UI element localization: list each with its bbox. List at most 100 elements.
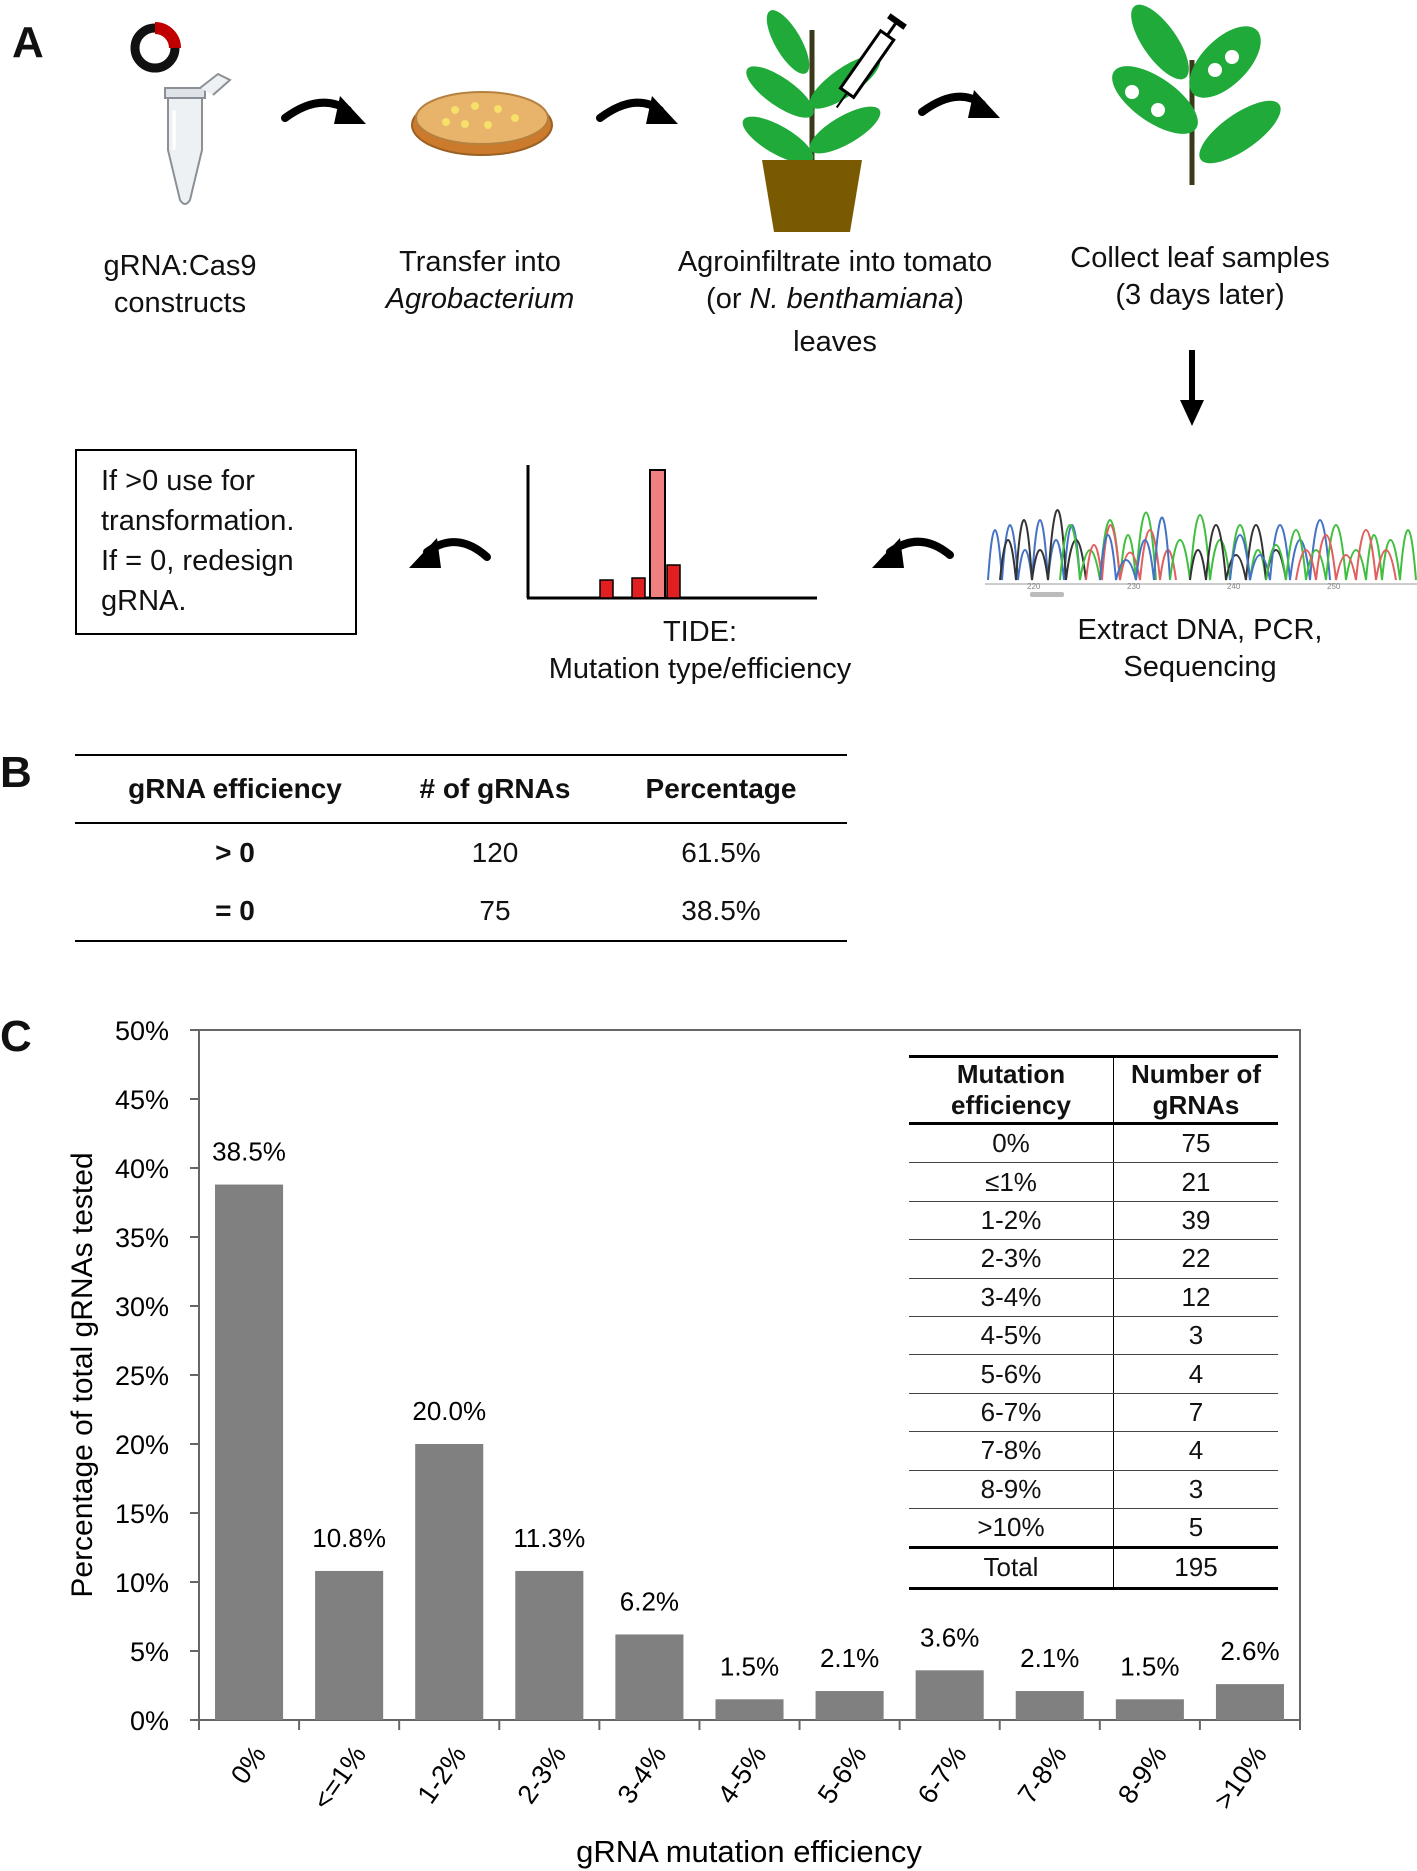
y-tick-label: 35% [115, 1223, 169, 1253]
table-row: 4-5% 3 [909, 1316, 1278, 1356]
table-cell: 61.5% [681, 837, 761, 868]
step-caption-agrobacterium: Transfer into Agrobacterium [370, 244, 590, 318]
y-tick-label: 45% [115, 1085, 169, 1115]
inset-cell: 3-4% [909, 1278, 1114, 1317]
y-tick-label: 50% [115, 1016, 169, 1046]
x-tick-label: 1-2% [411, 1740, 472, 1809]
inset-cell: 4 [1113, 1354, 1278, 1394]
decision-line: gRNA. [101, 585, 187, 617]
table-row: ≤1% 21 [909, 1162, 1278, 1202]
step-caption-agroinfiltrate: Agroinfiltrate into tomato (or N. bentha… [655, 244, 1015, 361]
x-tick-label: 5-6% [812, 1740, 873, 1809]
inset-header-line: Mutation [956, 1059, 1066, 1089]
inset-cell: 39 [1113, 1201, 1278, 1241]
inset-cell: 7 [1113, 1393, 1278, 1433]
inset-cell: 7-8% [909, 1431, 1114, 1471]
tube-icon [164, 72, 232, 205]
bar [915, 1670, 984, 1720]
step-caption-constructs: gRNA:Cas9 constructs [100, 248, 260, 322]
data-label: 2.1% [820, 1643, 879, 1673]
table-row: 0% 75 [909, 1123, 1278, 1164]
bar [515, 1570, 584, 1720]
table-row: > 0 120 61.5% [75, 823, 847, 882]
data-labels-group: 38.5% 10.8% 20.0% 11.3% 6.2% 1.5% 2.1% 3.6% 2.1%… [212, 1137, 1279, 1682]
caption-line: gRNA:Cas9 [103, 250, 257, 282]
plant-syringe-icon [742, 10, 907, 232]
table-cell: = 0 [215, 895, 255, 926]
inset-cell: >10% [909, 1508, 1114, 1549]
decision-box: If >0 use for transformation. If = 0, re… [75, 449, 357, 635]
caption-line: (3 days later) [1115, 279, 1285, 311]
y-tick-label: 30% [115, 1292, 169, 1322]
caption-line: Agrobacterium [385, 283, 575, 315]
arrow-head-icon [334, 96, 366, 124]
inset-cell: 8-9% [909, 1470, 1114, 1509]
caption-line: Transfer into [399, 246, 561, 278]
inset-cell: 5-6% [909, 1354, 1114, 1394]
bars-group [215, 1184, 1284, 1720]
trace-tick-label: 230 [1127, 582, 1141, 591]
decision-line: If = 0, redesign [101, 545, 294, 577]
inset-cell: 22 [1113, 1239, 1278, 1279]
data-label: 2.6% [1220, 1636, 1279, 1666]
bar [1015, 1691, 1084, 1720]
x-axis-title: gRNA mutation efficiency [576, 1834, 922, 1869]
bar [215, 1184, 284, 1720]
y-tick-label: 20% [115, 1430, 169, 1460]
arrow-head-icon [968, 90, 1000, 118]
caption-line: leaves [793, 326, 877, 358]
caption-species: N. benthamiana [749, 283, 955, 315]
x-axis: 0% <=1% 1-2% 2-3% 3-4% 4-5% 5-6% 6-7% 7-8% 8-9% >1… [198, 1719, 1301, 1815]
data-label: 6.2% [620, 1586, 679, 1616]
inset-body: 0% 75 ≤1% 21 1-2% 39 2-3% 22 3-4% 12 4-5% 3 5-6% 4 6-7… [909, 1123, 1278, 1549]
decision-line: If >0 use for [101, 465, 255, 497]
caption-line: Sequencing [1123, 651, 1277, 683]
arrow-head-icon [409, 538, 441, 568]
inset-header-line: gRNAs [1152, 1090, 1240, 1120]
y-tick-label: 0% [130, 1706, 169, 1736]
caption-part: (or [706, 283, 750, 315]
inset-cell: Total [909, 1546, 1114, 1590]
table-header-cell: # of gRNAs [419, 773, 571, 804]
panel-c-letter: C [0, 1012, 32, 1061]
bar [815, 1691, 884, 1720]
inset-header-cell: Mutation efficiency [909, 1055, 1114, 1125]
inset-cell: 21 [1113, 1162, 1278, 1202]
panel-a-letter: A [12, 18, 44, 67]
arrow-head-icon [646, 96, 678, 124]
caption-line: constructs [113, 287, 247, 319]
data-label: 3.6% [920, 1622, 979, 1652]
x-tick-label: 8-9% [1112, 1740, 1173, 1809]
x-tick-label: 6-7% [912, 1740, 973, 1809]
caption-line: Collect leaf samples [1070, 242, 1330, 274]
x-tick-label: 7-8% [1012, 1740, 1073, 1809]
inset-cell: 195 [1113, 1546, 1278, 1590]
x-tick-label: <=1% [307, 1740, 372, 1815]
table-row: 6-7% 7 [909, 1393, 1278, 1433]
tide-mini-chart-icon [526, 465, 817, 600]
inset-header-line: Number of [1131, 1059, 1261, 1089]
step-caption-collect: Collect leaf samples (3 days later) [1055, 240, 1345, 314]
inset-cell: 1-2% [909, 1201, 1114, 1241]
table-header-cell: gRNA efficiency [128, 773, 342, 804]
workflow-illustrations: 220 230 240 250 [130, 4, 1417, 600]
inset-cell: 0% [909, 1123, 1114, 1164]
y-axis: 0% 5% 10% 15% 20% 25% 30% 35% 40% 45% 50% [115, 1016, 200, 1736]
inset-header-cell: Number of gRNAs [1113, 1055, 1278, 1125]
inset-cell: 5 [1113, 1508, 1278, 1549]
caption-line: Mutation type/efficiency [548, 653, 852, 685]
inset-cell: 3 [1113, 1470, 1278, 1509]
table-header-row: gRNA efficiency # of gRNAs Percentage [75, 755, 847, 823]
y-tick-label: 10% [115, 1568, 169, 1598]
caption-part: ) [954, 283, 964, 315]
inset-cell: 4 [1113, 1431, 1278, 1471]
y-tick-label: 5% [130, 1637, 169, 1667]
efficiency-summary-table: gRNA efficiency # of gRNAs Percentage > … [75, 754, 847, 942]
table-row: 2-3% 22 [909, 1239, 1278, 1279]
y-tick-label: 40% [115, 1154, 169, 1184]
table-row: 1-2% 39 [909, 1201, 1278, 1241]
inset-total-row: Total 195 [909, 1546, 1278, 1590]
mutation-efficiency-inset-table: Mutation efficiency Number of gRNAs 0% 75… [909, 1055, 1278, 1590]
x-tick-label: 2-3% [512, 1740, 573, 1809]
inset-cell: 6-7% [909, 1393, 1114, 1433]
